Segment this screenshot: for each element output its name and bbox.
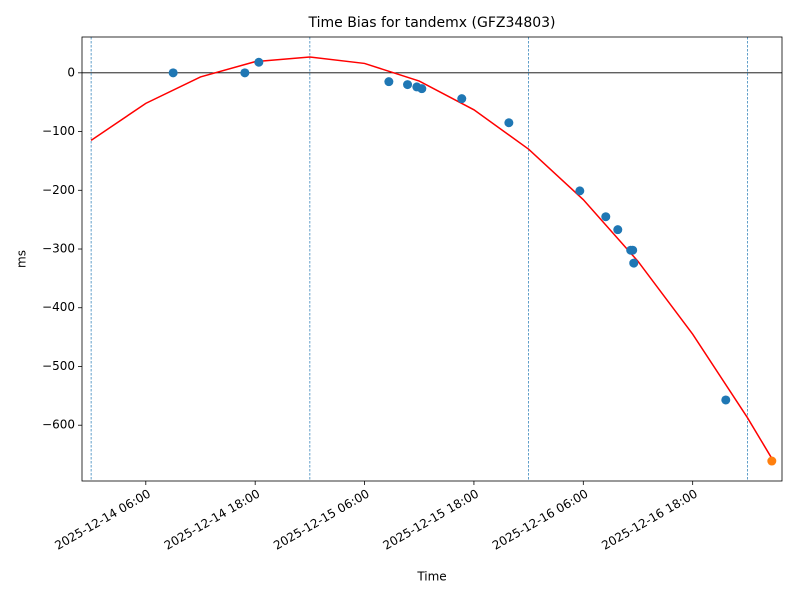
data-point: [628, 245, 638, 255]
y-tick-label: −400: [42, 300, 75, 314]
data-point: [575, 186, 585, 196]
y-tick-label: −500: [42, 359, 75, 373]
data-point: [629, 258, 639, 268]
x-tick-label: 2025-12-14 18:00: [162, 487, 263, 553]
y-axis-label: ms: [15, 250, 29, 268]
data-point: [767, 456, 777, 466]
y-tick-label: −100: [42, 124, 75, 138]
data-point: [504, 118, 514, 128]
data-point: [601, 212, 611, 222]
x-tick-label: 2025-12-14 06:00: [52, 487, 153, 553]
x-tick-label: 2025-12-15 18:00: [381, 487, 482, 553]
y-tick-label: −600: [42, 418, 75, 432]
data-point: [384, 77, 394, 87]
axes-frame: [81, 36, 783, 482]
x-axis-label: Time: [416, 570, 446, 584]
data-point: [613, 225, 623, 235]
data-point: [417, 84, 427, 94]
x-tick-label: 2025-12-16 18:00: [599, 487, 700, 553]
chart-title: Time Bias for tandemx (GFZ34803): [308, 15, 556, 31]
x-tick-label: 2025-12-16 06:00: [490, 487, 591, 553]
y-tick-label: −200: [42, 183, 75, 197]
data-point: [457, 94, 467, 104]
y-tick-label: −300: [42, 242, 75, 256]
y-tick-label: 0: [67, 65, 75, 79]
data-point: [240, 68, 250, 78]
data-point: [403, 80, 413, 90]
data-point: [168, 68, 178, 78]
data-point: [721, 395, 731, 405]
data-point: [254, 57, 264, 67]
x-tick-label: 2025-12-15 06:00: [271, 487, 372, 553]
fit-curve: [90, 56, 773, 460]
plot-area: [82, 37, 782, 481]
